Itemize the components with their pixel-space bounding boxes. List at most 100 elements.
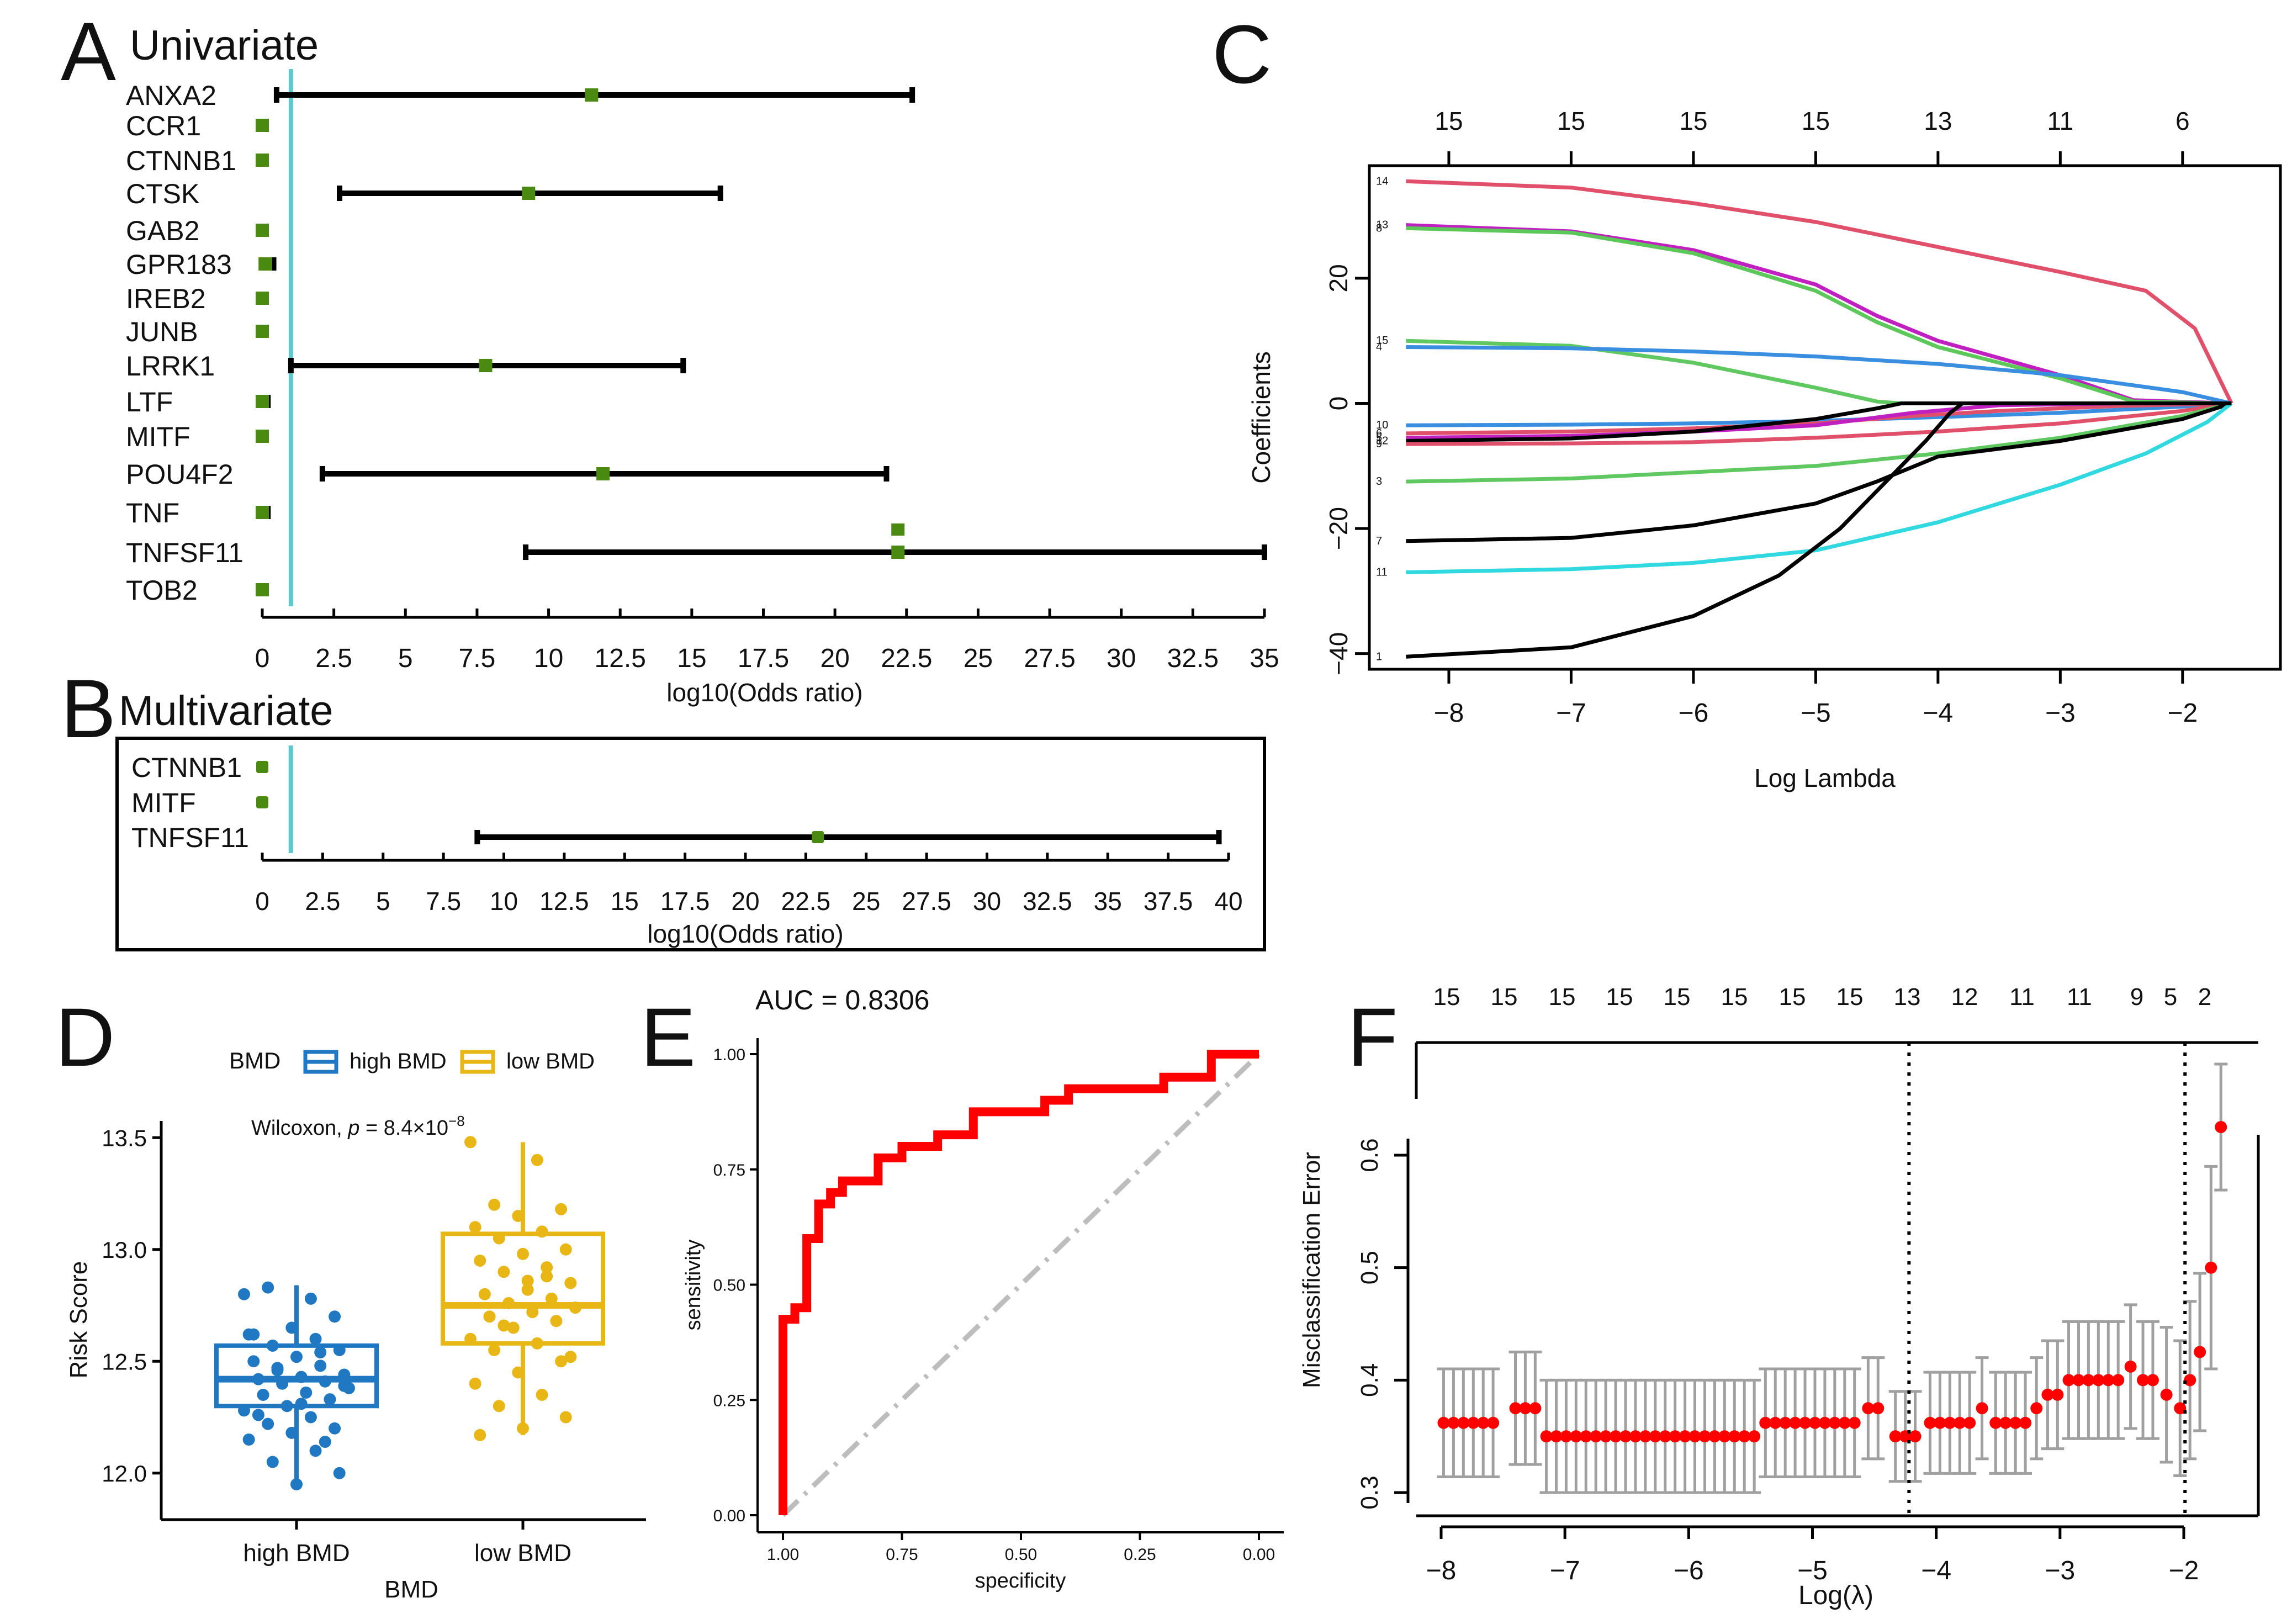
cv-point: [1963, 1416, 1976, 1429]
x-tick-label: 0.50: [1005, 1546, 1037, 1564]
cv-point: [2009, 1416, 2022, 1429]
row-label: GAB2: [126, 215, 199, 246]
cv-point: [1540, 1430, 1553, 1443]
panel-e: E AUC = 0.8306 1.00 0.00 0.75 0.25 0.50 0.50 0…: [641, 985, 1284, 1593]
data-point: [290, 1351, 303, 1363]
data-point: [280, 1400, 293, 1413]
data-point: [329, 1310, 341, 1323]
y-axis-title: sensitivity: [682, 1240, 705, 1331]
x-axis-title: Log(λ): [1798, 1581, 1873, 1610]
cv-point: [1989, 1416, 2002, 1429]
estimate-marker: [479, 359, 493, 372]
cv-point: [1889, 1430, 1902, 1443]
top-label: 2: [2198, 983, 2211, 1011]
cv-point: [1818, 1416, 1831, 1429]
coef-path: [1406, 401, 2232, 484]
estimate-marker: [256, 506, 269, 519]
data-point: [502, 1297, 515, 1309]
x-tick-label: 0.00: [1243, 1546, 1275, 1564]
wilcoxon-annotation: Wilcoxon, p = 8.4×10−8: [251, 1113, 465, 1140]
data-point: [493, 1400, 505, 1413]
cv-point: [1976, 1402, 1988, 1415]
top-label: 15: [1664, 983, 1691, 1011]
x-tick-label: 10: [534, 644, 563, 673]
cv-point: [1828, 1416, 1841, 1429]
data-point: [474, 1429, 486, 1441]
data-point: [469, 1377, 481, 1390]
x-tick-label: 17.5: [738, 644, 789, 673]
data-point: [247, 1355, 260, 1368]
x-tick-label: −5: [1797, 1556, 1828, 1585]
y-tick-label: 0.75: [713, 1161, 745, 1179]
cv-point: [1457, 1416, 1470, 1429]
top-tick-label: 11: [2047, 107, 2073, 135]
cv-point: [1789, 1416, 1802, 1429]
estimate-marker: [256, 430, 269, 443]
x-tick-label: 25: [964, 644, 993, 673]
annotation-mid: = 8.4×10: [359, 1117, 448, 1140]
cv-point: [1659, 1430, 1671, 1443]
path-label: 12: [1376, 435, 1388, 447]
data-point: [252, 1373, 264, 1385]
x-tick-label: 5: [398, 644, 413, 673]
row-label: MITF: [131, 787, 196, 818]
data-point: [483, 1310, 496, 1323]
coef-path: [1406, 401, 2232, 446]
estimate-marker: [256, 395, 269, 408]
coef-path: [1406, 179, 2233, 405]
cv-point: [1649, 1430, 1661, 1443]
row-label: LRRK1: [126, 351, 215, 382]
x-tick-label: 30: [973, 887, 1001, 916]
top-label: 15: [1606, 983, 1633, 1011]
coef-path: [1406, 223, 2232, 405]
cv-point: [1698, 1430, 1711, 1443]
data-point: [464, 1136, 477, 1149]
cv-point: [1759, 1416, 1772, 1429]
data-point: [262, 1417, 274, 1430]
data-point: [314, 1359, 327, 1372]
data-point: [266, 1456, 279, 1468]
estimate-marker: [596, 467, 610, 480]
annotation-exp: −8: [448, 1113, 465, 1129]
cv-point: [2041, 1388, 2054, 1401]
cv-point: [1848, 1416, 1861, 1429]
estimate-marker: [256, 325, 269, 338]
x-tick-label: 22.5: [781, 887, 831, 916]
data-point: [469, 1221, 481, 1234]
x-tick-label: 5: [376, 887, 390, 916]
x-tick-label: low BMD: [474, 1540, 571, 1567]
data-point: [521, 1283, 534, 1296]
x-tick-label: 7.5: [426, 887, 461, 916]
data-point: [309, 1445, 322, 1457]
y-axis-title: Risk Score: [65, 1261, 92, 1379]
data-point: [304, 1411, 317, 1424]
coef-path: [1406, 401, 2232, 443]
data-point: [488, 1344, 501, 1356]
data-point: [247, 1328, 260, 1341]
x-axis-title: log10(Odds ratio): [666, 678, 862, 707]
path-label: 9: [1376, 438, 1382, 450]
cv-point: [1467, 1416, 1480, 1429]
data-point: [512, 1210, 525, 1222]
top-label: 13: [1894, 983, 1921, 1011]
top-tick-label: 6: [2175, 107, 2190, 135]
path-label: 6: [1376, 427, 1382, 440]
cv-point: [1769, 1416, 1782, 1429]
panel-e-letter: E: [641, 991, 696, 1083]
data-point: [319, 1436, 331, 1448]
cv-point: [1639, 1430, 1651, 1443]
x-tick-label: 27.5: [1024, 644, 1075, 673]
data-point: [300, 1386, 313, 1399]
data-point: [559, 1243, 572, 1256]
x-tick-label: 35: [1250, 644, 1279, 673]
data-point: [329, 1422, 341, 1435]
x-tick-label: 0.75: [886, 1546, 918, 1564]
cv-point: [1909, 1430, 1922, 1443]
cv-point: [2184, 1374, 2196, 1387]
cv-point: [2072, 1374, 2085, 1387]
data-point: [541, 1270, 553, 1283]
data-point: [526, 1306, 539, 1319]
cv-point: [2174, 1402, 2187, 1415]
